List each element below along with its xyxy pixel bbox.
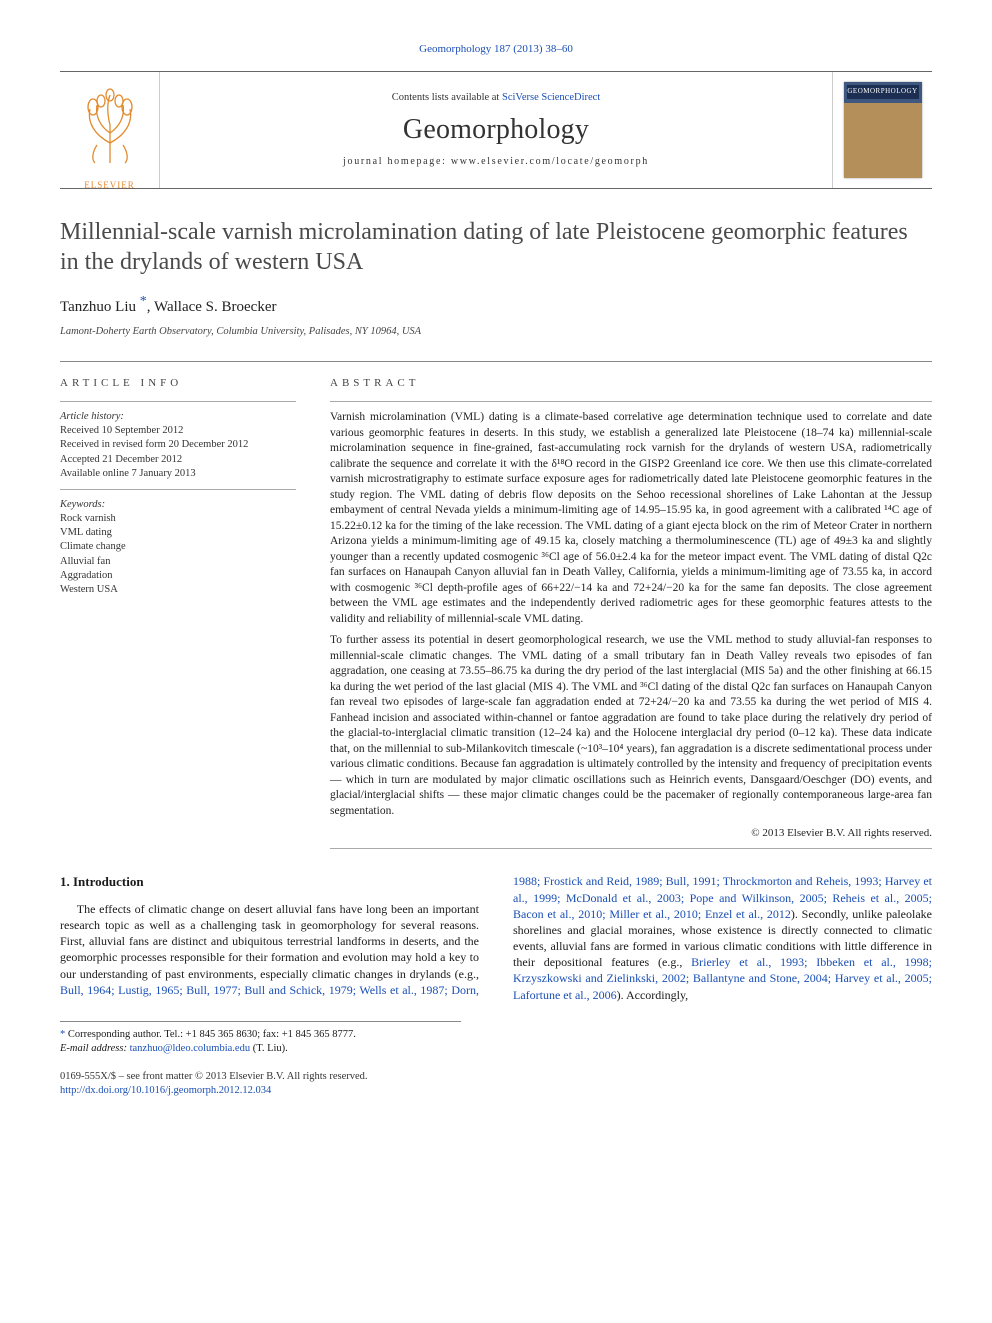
email-label: E-mail address: [60,1043,130,1054]
author-2: Wallace S. Broecker [154,299,276,315]
elsevier-tree-icon: ELSEVIER [75,85,145,175]
corresponding-footnote: * Corresponding author. Tel.: +1 845 365… [60,1021,461,1056]
page-footer: 0169-555X/$ – see front matter © 2013 El… [60,1070,932,1098]
journal-name: Geomorphology [403,111,589,149]
author-line: Tanzhuo Liu *, Wallace S. Broecker [60,293,932,317]
history-label: Article history: [60,410,296,424]
abstract: abstract Varnish microlamination (VML) d… [330,376,932,849]
history-accepted: Accepted 21 December 2012 [60,453,296,467]
history-online: Available online 7 January 2013 [60,467,296,481]
keyword: Climate change [60,540,296,554]
keyword: VML dating [60,526,296,540]
abstract-para-2: To further assess its potential in deser… [330,633,932,819]
intro-tail: ). Accordingly, [617,988,689,1002]
article-title: Millennial-scale varnish microlamination… [60,217,932,277]
article-info: article info Article history: Received 1… [60,376,296,849]
publisher-logo-box: ELSEVIER [60,72,160,188]
intro-para: The effects of climatic change on desert… [60,873,932,1003]
cover-title-band: GEOMORPHOLOGY [847,85,919,99]
cover-thumb-box: GEOMORPHOLOGY [832,72,932,188]
keywords-label: Keywords: [60,498,296,512]
journal-cover-icon: GEOMORPHOLOGY [844,82,922,178]
footnote-tel: +1 845 365 8630 [186,1029,258,1040]
keyword: Alluvial fan [60,555,296,569]
masthead-center: Contents lists available at SciVerse Sci… [160,72,832,188]
author-1: Tanzhuo Liu [60,299,136,315]
journal-masthead: ELSEVIER Contents lists available at Sci… [60,71,932,189]
contents-line-text: Contents lists available at [392,92,502,103]
abstract-para-1: Varnish microlamination (VML) dating is … [330,410,932,627]
info-abstract-row: article info Article history: Received 1… [60,361,932,849]
corresponding-author-marker[interactable]: * [140,294,147,309]
keyword: Aggradation [60,569,296,583]
homepage-url: www.elsevier.com/locate/geomorph [451,156,649,167]
history-revised: Received in revised form 20 December 201… [60,438,296,452]
article-info-heading: article info [60,376,296,391]
running-head: Geomorphology 187 (2013) 38–60 [60,42,932,57]
email-suffix: (T. Liu). [250,1043,288,1054]
front-matter-line: 0169-555X/$ – see front matter © 2013 El… [60,1070,932,1084]
keyword: Western USA [60,583,296,597]
history-received: Received 10 September 2012 [60,424,296,438]
footnote-star-icon: * [60,1029,65,1040]
abstract-heading: abstract [330,376,932,391]
affiliation: Lamont-Doherty Earth Observatory, Columb… [60,325,932,339]
corresponding-email-link[interactable]: tanzhuo@ldeo.columbia.edu [130,1043,250,1054]
sciencedirect-link[interactable]: SciVerse ScienceDirect [502,92,600,103]
footnote-tel-prefix: Corresponding author. Tel.: [68,1029,186,1040]
section-heading-intro: 1. Introduction [60,873,479,891]
footnote-fax-prefix: ; fax: [257,1029,282,1040]
footnote-fax: +1 845 365 8777. [282,1029,356,1040]
doi-link[interactable]: http://dx.doi.org/10.1016/j.geomorph.201… [60,1085,271,1096]
intro-text-right-plain: changes in drylands (e.g., [354,967,479,981]
copyright-line: © 2013 Elsevier B.V. All rights reserved… [330,826,932,841]
body-columns: 1. Introduction The effects of climatic … [60,873,932,1003]
keyword: Rock varnish [60,512,296,526]
homepage-prefix: journal homepage: [343,156,451,167]
contents-line: Contents lists available at SciVerse Sci… [392,91,600,105]
publisher-name: ELSEVIER [75,179,145,191]
journal-homepage-line: journal homepage: www.elsevier.com/locat… [343,155,649,169]
running-head-link[interactable]: Geomorphology 187 (2013) 38–60 [419,43,573,55]
